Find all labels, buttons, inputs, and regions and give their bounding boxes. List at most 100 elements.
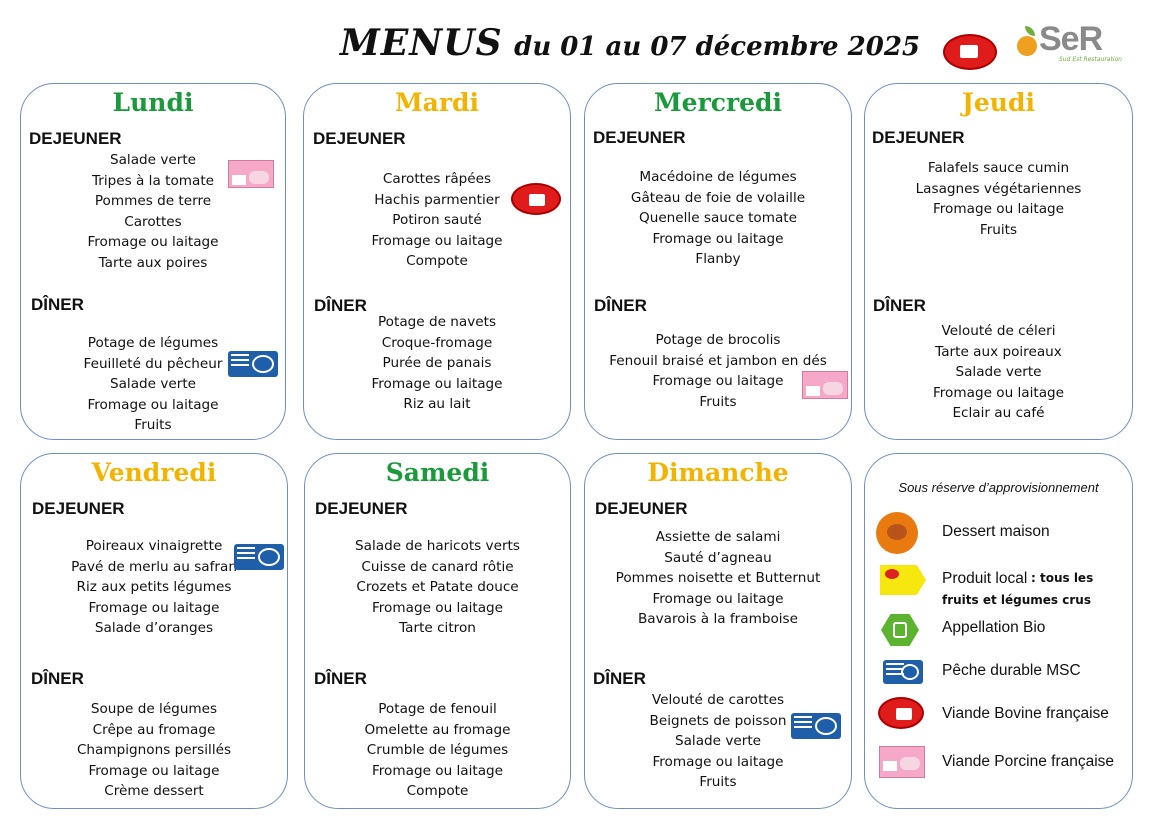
menu-item: Tarte citron [399,620,476,636]
menu-item: Fruits [699,774,737,790]
menu-item: Fromage ou laitage [652,230,784,247]
menu-item: Potiron sauté [392,212,482,228]
menu-item: Fromage ou laitage [652,373,784,389]
dinner-items: Potage de brocolis Fenouil braisé et jam… [585,330,851,412]
menu-item: Fromage ou laitage [371,762,504,779]
dinner-heading: DÎNER [31,295,84,314]
menu-item: Gâteau de foie de volaille [630,189,806,206]
menu-item: Potage de brocolis [655,332,781,348]
dinner-heading: DÎNER [873,296,926,315]
legend-label: Dessert maison [942,523,1050,540]
legend-label: Appellation Bio [942,619,1046,636]
menu-item: Fromage ou laitage [87,396,219,413]
menu-item: Fromage ou laitage [932,384,1065,401]
menu-item: Velouté de carottes [651,692,785,708]
menu-item: Riz au lait [403,396,471,412]
menu-item: Compote [406,783,469,799]
menu-item: Compote [406,253,468,269]
day-title: Jeudi [962,88,1035,117]
legend-label: Produit local [942,570,1028,587]
dinner-items: Potage de légumes Feuilleté du pêcheur S… [21,333,285,436]
lunch-items: Poireaux vinaigrette Pavé de merlu au sa… [21,536,287,639]
menu-item: Quenelle sauce tomate [639,210,797,226]
lunch-heading: DEJEUNER [313,129,406,148]
menu-item: Pommes noisette et Butternut [615,570,821,586]
menu-item: Pommes de terre [94,193,212,209]
lunch-items: Salade verte Tripes à la tomate Pommes d… [21,150,285,273]
menu-item: Flanby [695,251,741,267]
lunch-heading: DEJEUNER [595,499,688,518]
dinner-items: Velouté de carottes Beignets de poisson … [585,690,851,793]
menu-item: Crêpe au fromage [92,721,216,738]
lunch-items: Salade de haricots verts Cuisse de canar… [305,536,570,639]
lunch-items: Falafels sauce cumin Lasagnes végétarien… [865,158,1132,240]
menu-item: Fromage ou laitage [652,590,784,607]
menu-item: Salade verte [674,733,762,749]
menu-item: Macédoine de légumes [639,169,797,185]
menu-item: Pavé de merlu au safran [71,558,237,575]
menu-item: Purée de panais [382,355,492,371]
day-title: Mercredi [653,88,783,117]
menu-item: Champignons persillés [76,742,232,758]
homemade-dessert-icon [876,512,918,554]
menu-item: Cuisse de canard rôtie [361,558,514,575]
legend-note: fruits et légumes crus [942,593,1091,607]
title-dates: du 01 au 07 décembre 2025 [514,32,921,62]
lunch-heading: DEJEUNER [32,499,125,518]
day-card-mardi: Mardi DEJEUNER Carottes râpées Hachis pa… [303,83,571,440]
day-title: Dimanche [647,458,789,487]
menu-item: Fenouil braisé et jambon en dés [609,352,827,369]
lunch-items: Carottes râpées Hachis parmentier Potiro… [304,169,570,272]
logo-text: SeR [1039,20,1103,58]
menu-item: Falafels sauce cumin [927,160,1070,176]
menu-item: Fromage ou laitage [932,201,1065,217]
msc-label-icon [234,544,284,570]
menu-item: Fromage ou laitage [88,599,220,616]
menu-item: Tarte aux poires [98,254,208,271]
french-pork-icon [802,371,848,399]
day-card-lundi: Lundi DEJEUNER Salade verte Tripes à la … [20,83,286,440]
logo-subtitle: Sud Est Restauration [1059,56,1122,63]
title-menus: MENUS [340,22,503,64]
menu-item: Salade d’oranges [94,620,214,636]
menu-item: Riz aux petits légumes [76,579,232,595]
menu-item: Salade de haricots verts [355,538,520,554]
menu-item: Lasagnes végétariennes [915,180,1082,197]
day-card-samedi: Samedi DEJEUNER Salade de haricots verts… [304,453,571,809]
legend-card: Sous réserve d’approvisionnement Dessert… [864,453,1133,809]
menu-item: Sauté d’agneau [664,549,772,566]
menu-item: Omelette au fromage [364,721,511,738]
day-title: Lundi [112,88,194,117]
french-pork-icon [879,746,925,778]
lunch-heading: DEJEUNER [593,128,686,147]
menu-item: Potage de navets [377,314,497,330]
menu-item: Fromage ou laitage [88,762,220,779]
menu-item: Crumble de légumes [366,742,509,758]
lunch-heading: DEJEUNER [872,128,965,147]
menu-item: Fromage ou laitage [87,234,219,250]
menu-item: Potage de légumes [87,335,219,351]
organic-label-icon [881,614,919,646]
dinner-heading: DÎNER [31,669,84,688]
menu-item: Beignets de poisson [649,712,787,729]
menu-item: Bavarois à la framboise [637,611,798,627]
menu-item: Crème dessert [104,783,204,799]
menu-item: Assiette de salami [655,529,781,545]
dinner-items: Potage de navets Croque-fromage Purée de… [304,312,570,415]
dinner-heading: DÎNER [593,669,646,688]
dinner-heading: DÎNER [314,296,367,315]
legend-title: Sous réserve d’approvisionnement [898,480,1099,495]
msc-label-icon [228,351,278,377]
day-card-jeudi: Jeudi DEJEUNER Falafels sauce cumin Lasa… [864,83,1133,440]
dinner-items: Soupe de légumes Crêpe au fromage Champi… [21,699,287,802]
day-card-vendredi: Vendredi DEJEUNER Poireaux vinaigrette P… [20,453,288,809]
french-beef-icon [878,697,924,729]
dinner-heading: DÎNER [594,296,647,315]
menu-item: Hachis parmentier [374,191,500,208]
day-title: Mardi [394,88,480,117]
menu-item: Fruits [979,221,1018,238]
menu-item: Fromage ou laitage [371,232,503,249]
menu-item: Carottes râpées [382,171,492,187]
french-beef-icon [511,183,561,215]
day-card-mercredi: Mercredi DEJEUNER Macédoine de légumes G… [584,83,852,440]
